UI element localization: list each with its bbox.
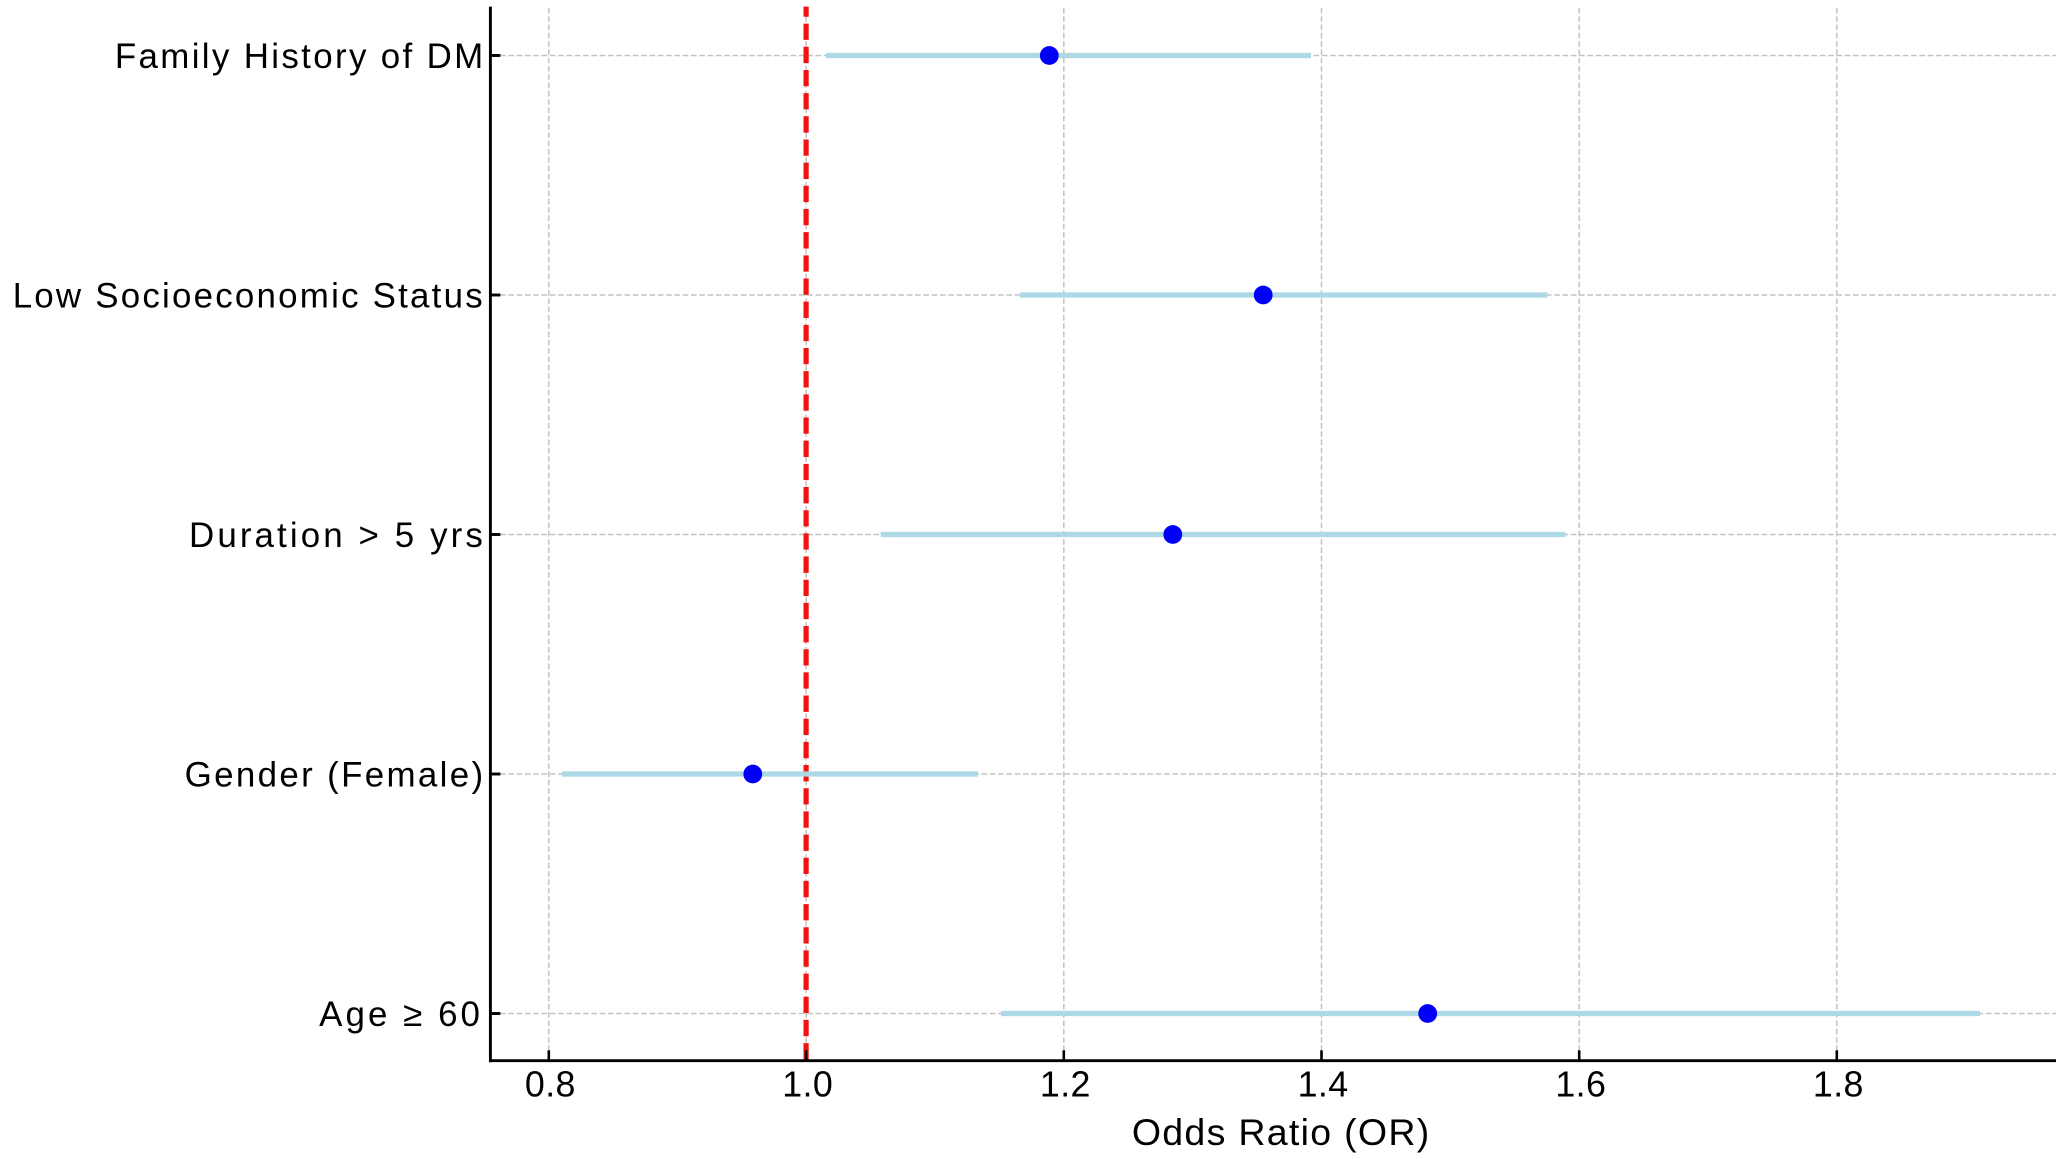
- svg-text:1.4: 1.4: [1298, 1065, 1349, 1105]
- svg-text:Duration > 5 yrs: Duration > 5 yrs: [189, 516, 486, 555]
- svg-text:Low Socioeconomic Status: Low Socioeconomic Status: [13, 276, 485, 315]
- svg-text:1.2: 1.2: [1040, 1065, 1091, 1105]
- svg-text:Age ≥ 60: Age ≥ 60: [319, 995, 483, 1034]
- svg-text:1.6: 1.6: [1555, 1065, 1606, 1105]
- svg-text:Family History of DM: Family History of DM: [115, 37, 486, 76]
- svg-text:Gender (Female): Gender (Female): [185, 755, 486, 794]
- svg-text:0.8: 0.8: [525, 1065, 576, 1105]
- svg-text:Odds Ratio (OR): Odds Ratio (OR): [1132, 1111, 1431, 1153]
- svg-text:1.8: 1.8: [1813, 1065, 1864, 1105]
- svg-text:1.0: 1.0: [782, 1065, 833, 1105]
